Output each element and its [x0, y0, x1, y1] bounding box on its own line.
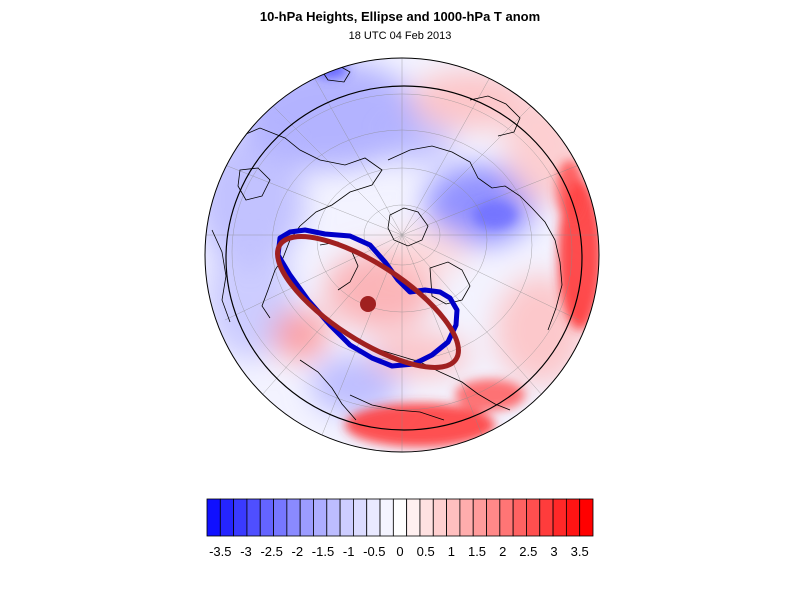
colorbar-box: [579, 498, 594, 537]
vortex-ellipse: [275, 234, 461, 370]
colorbar-tick-label: 3: [550, 544, 557, 559]
colorbar-box: [472, 498, 487, 537]
colorbar-box: [313, 498, 328, 537]
colorbar-box: [206, 498, 221, 537]
colorbar-box: [273, 498, 288, 537]
colorbar-box: [392, 498, 408, 537]
colorbar-box: [406, 498, 421, 537]
colorbar-box: [219, 498, 235, 537]
colorbar-tick-label: -3: [240, 544, 252, 559]
colorbar-box: [353, 498, 368, 537]
colorbar-tick-label: 0: [396, 544, 403, 559]
colorbar-tick-label: -1: [343, 544, 355, 559]
colorbar-box: [499, 498, 514, 537]
colorbar-boxes: [206, 498, 594, 537]
colorbar-box: [419, 498, 434, 537]
colorbar-box: [326, 498, 341, 537]
colorbar-box: [459, 498, 474, 537]
colorbar-box: [379, 498, 394, 537]
latitude-circles-bold: [225, 85, 583, 431]
colorbar-labels: -3.5 -3 -2.5 -2 -1.5 -1 -0.5 0 0.5 1 1.5 2 2.5 3 3.5: [209, 544, 589, 559]
colorbar-tick-label: 3.5: [571, 544, 589, 559]
colorbar-tick-label: -1.5: [312, 544, 334, 559]
temperature-anomaly-strong: [312, 62, 599, 447]
colorbar-box: [233, 498, 248, 537]
colorbar-box: [432, 498, 447, 537]
colorbar-box: [552, 498, 567, 537]
map-title: 10-hPa Heights, Ellipse and 1000-hPa T a…: [259, 9, 541, 24]
map-subtitle: 18 UTC 04 Feb 2013: [348, 30, 452, 42]
colorbar-tick-label: 1: [448, 544, 455, 559]
colorbar-box: [526, 498, 541, 537]
globe-outline: [204, 57, 600, 453]
ellipse-centroid: [360, 296, 376, 312]
colorbar-box: [286, 498, 301, 537]
colorbar-tick-label: -0.5: [363, 544, 385, 559]
colorbar-tick-label: 0.5: [417, 544, 435, 559]
colorbar-box: [486, 498, 501, 537]
colorbar-box: [299, 498, 314, 537]
colorbar-box: [446, 498, 461, 537]
colorbar-box: [539, 498, 554, 537]
colorbar-box: [366, 498, 381, 537]
colorbar-tick-label: 2: [499, 544, 506, 559]
colorbar-tick-label: -2: [292, 544, 304, 559]
colorbar-tick-label: 2.5: [519, 544, 537, 559]
colorbar-box: [512, 498, 527, 537]
colorbar-box: [246, 498, 261, 537]
colorbar-tick-label: -2.5: [260, 544, 282, 559]
colorbar-box: [259, 498, 274, 537]
colorbar-tick-label: -3.5: [209, 544, 231, 559]
colorbar-tick-label: 1.5: [468, 544, 486, 559]
colorbar-box: [339, 498, 354, 537]
colorbar-box: [565, 498, 581, 537]
coastlines: [211, 63, 563, 421]
